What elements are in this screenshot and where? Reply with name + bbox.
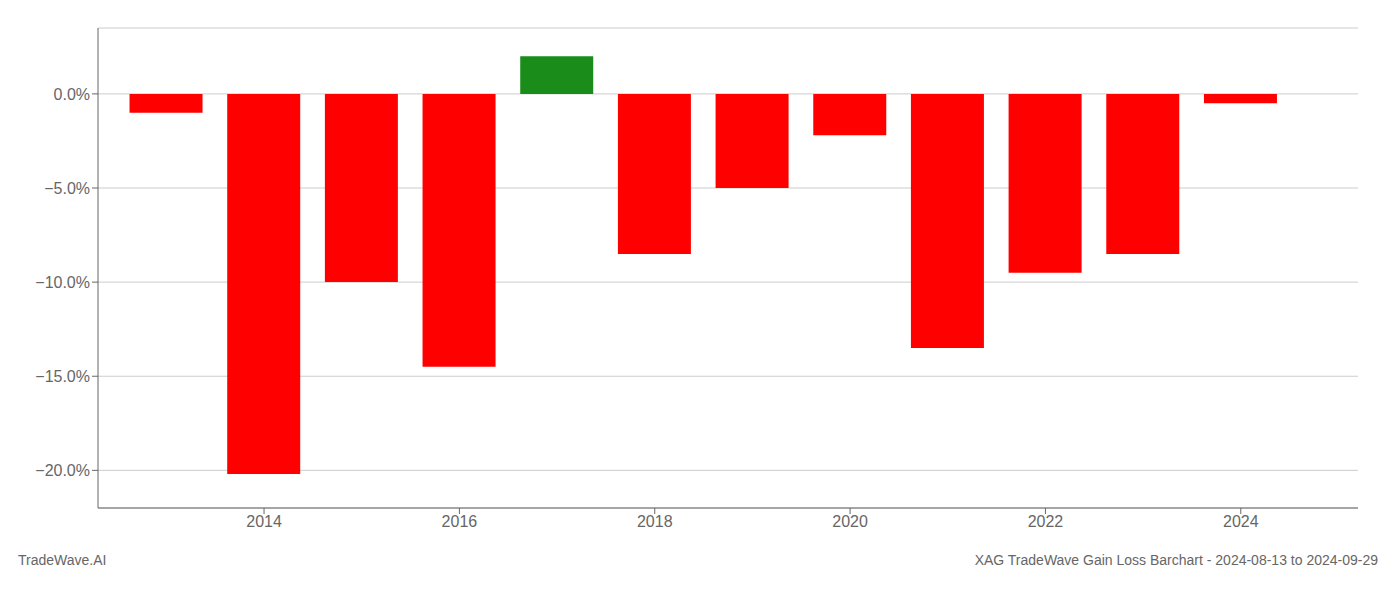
svg-text:2016: 2016 (442, 513, 478, 530)
svg-text:−10.0%: −10.0% (35, 274, 90, 291)
html-text:XAG TradeWave Gain Loss Barcha: XAG TradeWave Gain Loss Barchart - 2024-… (974, 552, 1378, 568)
svg-text:−15.0%: −15.0% (35, 368, 90, 385)
svg-text:−20.0%: −20.0% (35, 462, 90, 479)
svg-text:0.0%: 0.0% (54, 86, 90, 103)
svg-text:2014: 2014 (246, 513, 282, 530)
svg-text:2018: 2018 (637, 513, 673, 530)
svg-text:2024: 2024 (1223, 513, 1259, 530)
svg-text:2022: 2022 (1028, 513, 1064, 530)
svg-text:−5.0%: −5.0% (44, 180, 90, 197)
html-text:TradeWave.AI: TradeWave.AI (18, 552, 107, 568)
svg-text:2020: 2020 (832, 513, 868, 530)
